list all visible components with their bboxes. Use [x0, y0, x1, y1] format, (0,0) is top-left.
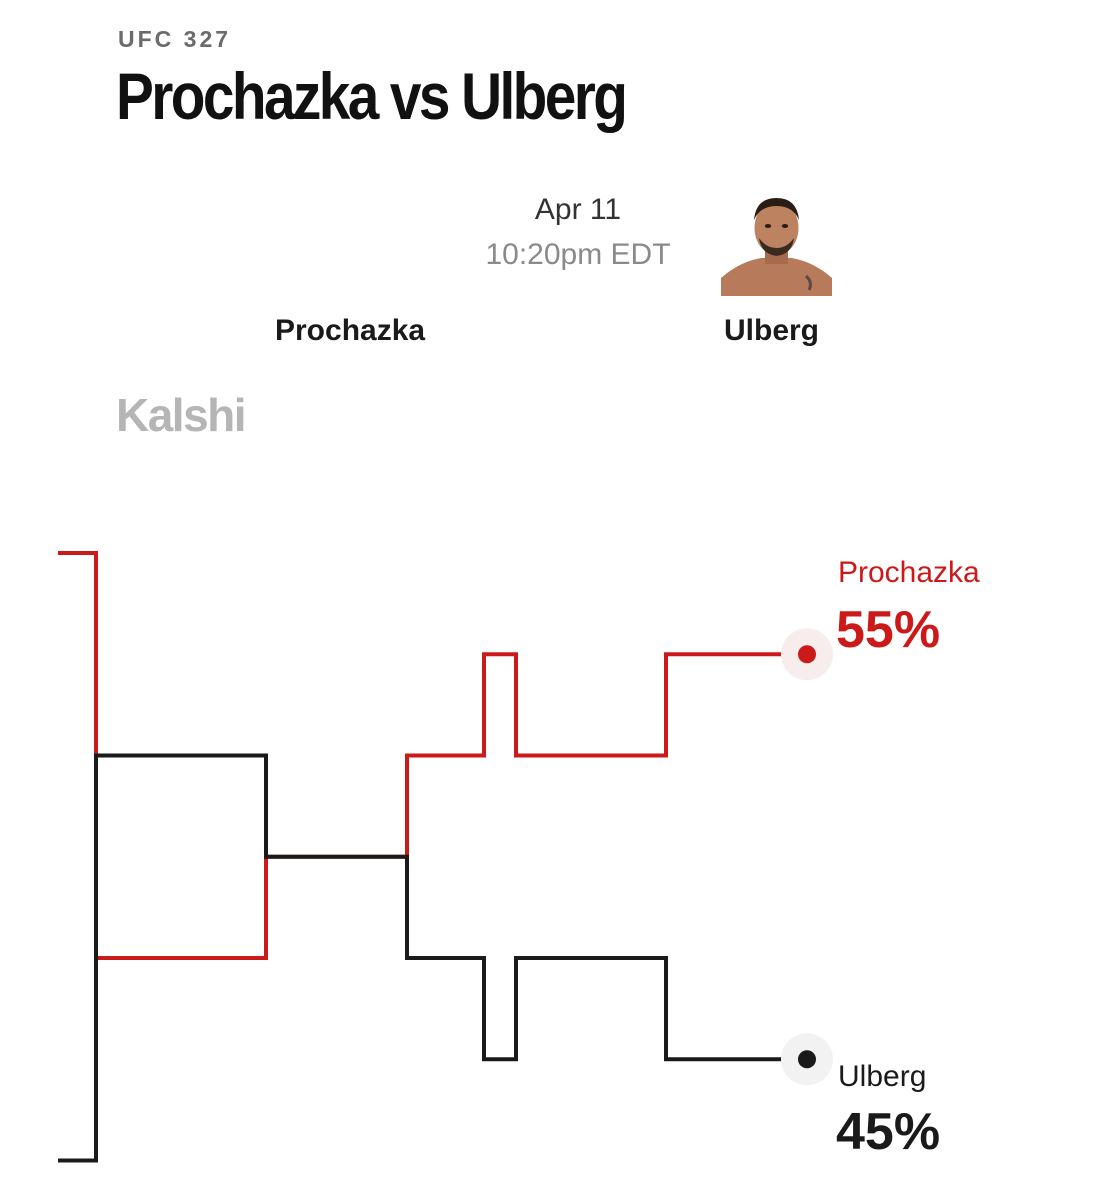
fight-date: Apr 11 — [534, 193, 622, 226]
fighter-name-right[interactable]: Ulberg — [724, 314, 820, 347]
event-label: UFC 327 — [118, 26, 232, 52]
series-line-ulberg — [58, 753, 807, 1163]
fighter-name-left[interactable]: Prochazka — [275, 314, 426, 347]
fight-time: 10:20pm EDT — [485, 238, 671, 271]
series-name-ulberg: Ulberg — [838, 1060, 927, 1093]
series-name-prochazka: Prochazka — [838, 556, 980, 589]
series-pct-prochazka: 55% — [836, 601, 941, 659]
series-pct-ulberg: 45% — [836, 1103, 941, 1161]
page-title: Prochazka vs Ulberg — [116, 59, 628, 133]
series-line-prochazka — [58, 551, 807, 960]
brand-logo: Kalshi — [116, 389, 247, 441]
end-point-ulberg[interactable] — [798, 1050, 816, 1069]
fighter-headshot-icon — [721, 190, 832, 296]
avatar[interactable] — [721, 190, 832, 296]
end-point-prochazka[interactable] — [798, 645, 816, 664]
